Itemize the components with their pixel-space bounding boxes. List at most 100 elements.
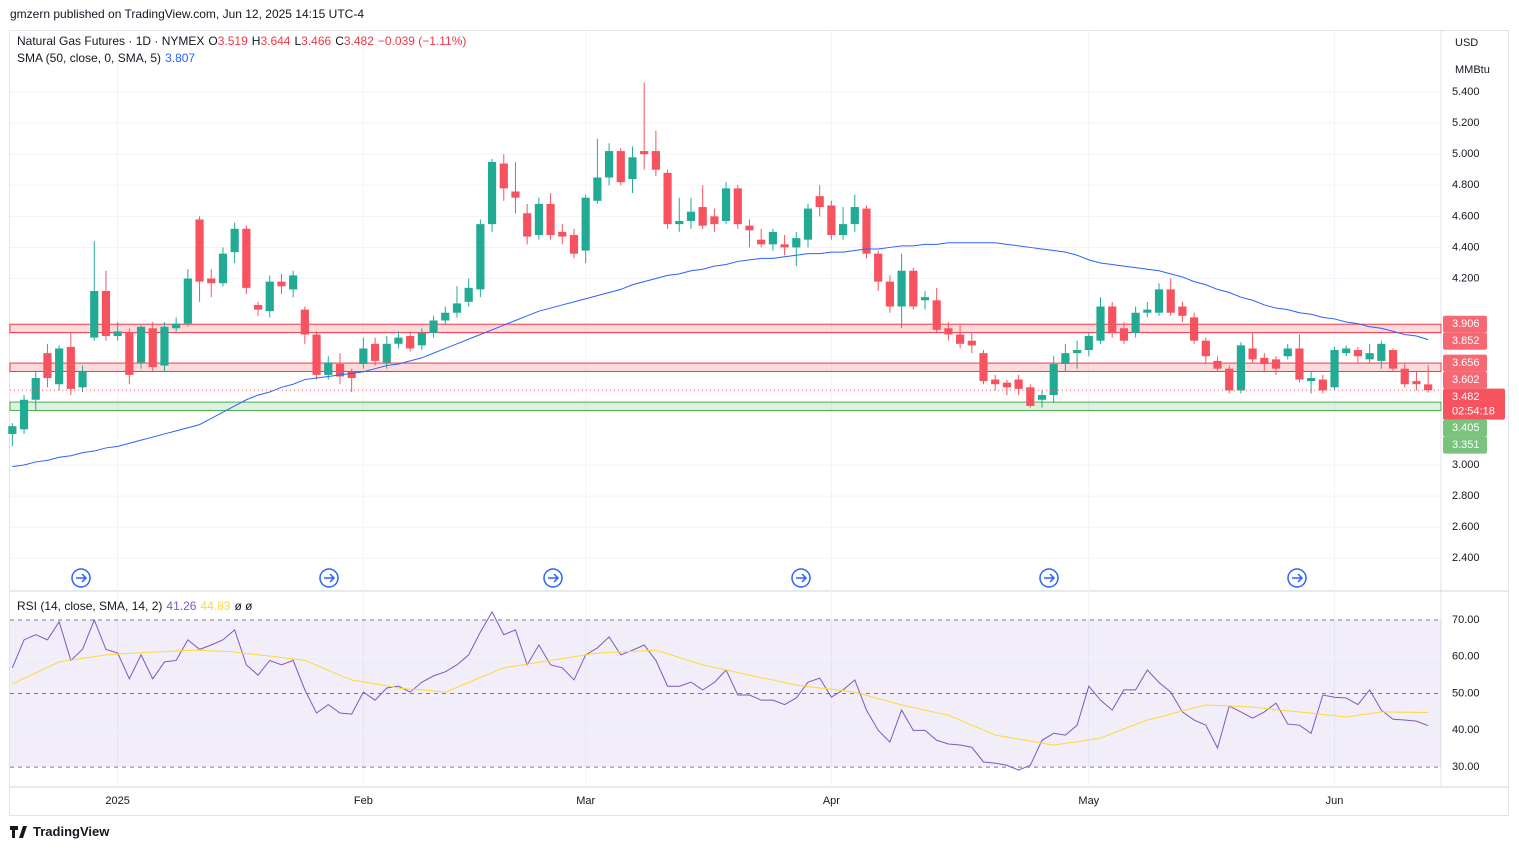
y-tick-label: 2.600: [1452, 521, 1480, 533]
price-badge: [1443, 315, 1487, 333]
candle-body: [874, 253, 883, 282]
candle-body: [464, 287, 473, 302]
candle-body: [183, 278, 192, 324]
candle-body: [1026, 387, 1035, 406]
candle-body: [1388, 350, 1398, 369]
candle-body: [511, 191, 520, 198]
candle-body: [1084, 336, 1093, 351]
candle-body: [476, 224, 485, 290]
candle-body: [1400, 368, 1409, 385]
candle-body: [815, 196, 824, 208]
event-icon[interactable]: [791, 568, 811, 588]
y-tick-label: 3.000: [1452, 459, 1480, 471]
candle-body: [663, 172, 672, 225]
candle-body: [850, 207, 859, 225]
price-zone: [9, 362, 1442, 372]
candle-body: [487, 161, 497, 225]
candle-body: [1213, 360, 1222, 369]
candle-body: [101, 290, 111, 337]
candle-body: [1154, 289, 1164, 313]
candle-body: [417, 332, 426, 346]
candle-body: [628, 157, 637, 180]
candle-body: [721, 188, 731, 222]
candle-body: [581, 197, 590, 251]
rsi-value: 41.26: [166, 599, 197, 613]
event-icon[interactable]: [319, 568, 339, 588]
candle-body: [920, 297, 930, 301]
rsi-title: RSI (14, close, SMA, 14, 2): [17, 599, 163, 613]
event-icon[interactable]: [1039, 568, 1059, 588]
event-icon[interactable]: [543, 568, 563, 588]
candle-body: [148, 328, 157, 368]
candle-body: [1143, 309, 1152, 313]
candle-body: [1365, 353, 1374, 360]
candle-body: [370, 343, 380, 361]
candle-body: [1295, 348, 1304, 380]
candle-body: [546, 203, 555, 236]
price-badge-label: 3.852: [1452, 335, 1480, 347]
x-tick-label: Mar: [576, 795, 595, 807]
candle-body: [686, 211, 696, 222]
price-badge-label: 3.656: [1452, 357, 1480, 369]
candle-body: [1131, 312, 1140, 333]
y-tick-label: 2.400: [1452, 552, 1480, 564]
rsi-sma-value: 44.83: [200, 599, 231, 613]
candle-body: [1096, 306, 1105, 341]
change-label: −0.039 (−1.11%): [377, 34, 467, 48]
candle-body: [230, 228, 239, 253]
candle-body: [382, 343, 391, 363]
candle-body: [745, 225, 754, 231]
price-legend: Natural Gas Futures · 1D · NYMEX O3.519 …: [17, 34, 466, 48]
candle-body: [1119, 328, 1129, 341]
price-badge-label: 3.906: [1452, 318, 1480, 330]
candle-body: [1330, 350, 1339, 388]
ohlc-letter: O: [208, 34, 218, 48]
candle-body: [1037, 395, 1047, 400]
candle-body: [335, 364, 345, 377]
candle-body: [932, 300, 941, 330]
candle-body: [195, 219, 204, 282]
event-icon[interactable]: [1287, 568, 1307, 588]
candle-body: [1260, 357, 1269, 365]
candle-body: [1014, 379, 1023, 389]
candle-body: [710, 216, 719, 225]
price-badge: [1443, 388, 1505, 420]
candle-body: [324, 362, 333, 375]
candle-body: [78, 371, 87, 388]
unit-label: MMBtu: [1455, 64, 1490, 76]
candle-body: [265, 281, 274, 312]
candle-body: [1190, 317, 1199, 341]
candle-body: [113, 331, 122, 337]
x-tick-label: Jun: [1326, 795, 1344, 807]
candle-body: [698, 207, 707, 226]
sma-name: SMA (50, close, 0, SMA, 5): [17, 51, 162, 65]
y-tick-label: 50.00: [1452, 687, 1480, 699]
x-tick-label: May: [1078, 795, 1099, 807]
candle-body: [1353, 350, 1363, 357]
candle-body: [885, 281, 894, 307]
candle-body: [534, 203, 543, 236]
candle-body: [956, 334, 965, 344]
candle-body: [569, 235, 579, 254]
candle-body: [1166, 289, 1175, 313]
candle-body: [862, 208, 871, 254]
candle-body: [792, 238, 801, 248]
event-icon[interactable]: [71, 568, 91, 588]
candle-body: [452, 303, 462, 313]
price-badge-label: 3.482: [1452, 391, 1480, 403]
candle-body: [394, 337, 403, 344]
candle-body: [991, 379, 1000, 385]
candle-body: [499, 163, 508, 189]
candle-body: [1307, 377, 1316, 382]
candle-body: [757, 239, 766, 245]
brand-logo: [10, 826, 27, 838]
symbol-title: Natural Gas Futures · 1D · NYMEX: [17, 34, 205, 48]
candle-body: [593, 177, 602, 201]
candle-body: [125, 332, 134, 375]
rsi-line: [11, 610, 1429, 771]
rsi-line: [12, 649, 1429, 746]
candle-body: [253, 304, 263, 310]
candle-body: [558, 231, 567, 237]
ohlc-value: 3.466: [301, 34, 332, 48]
